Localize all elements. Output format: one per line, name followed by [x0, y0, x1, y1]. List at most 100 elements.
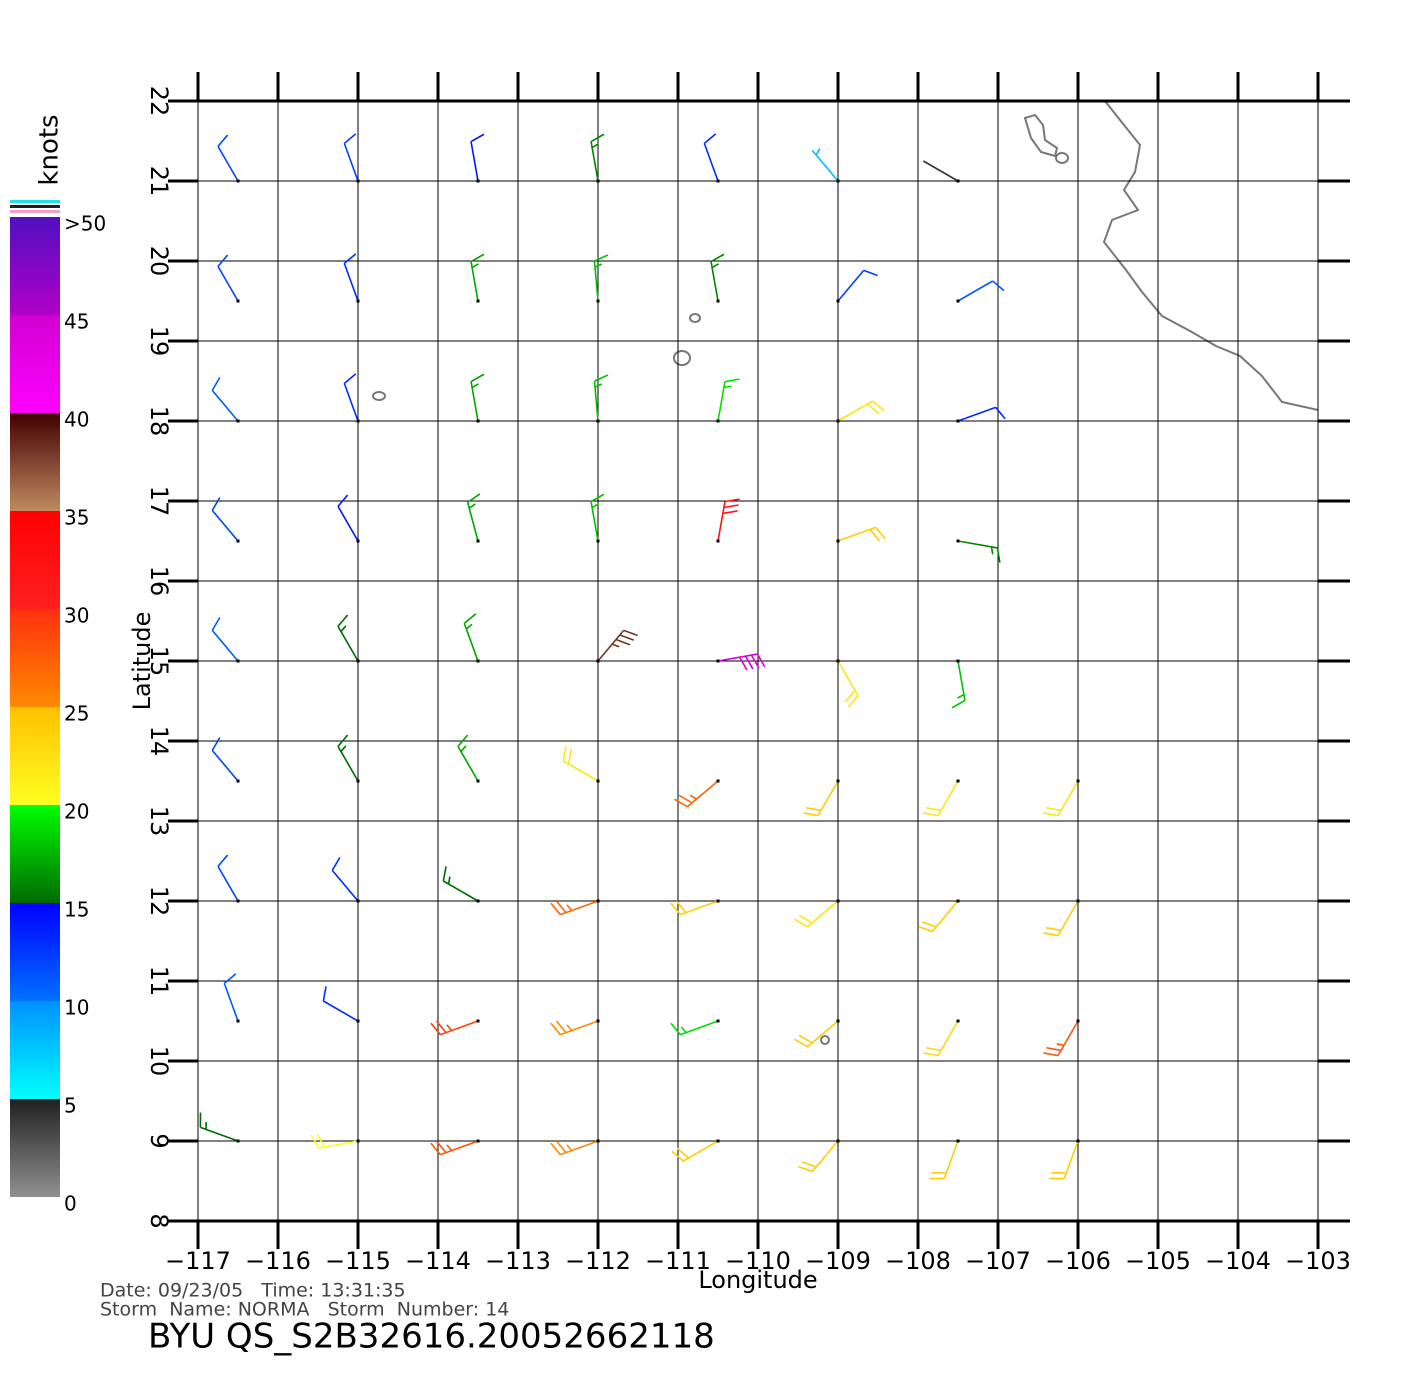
- wind-barb: [550, 1020, 599, 1036]
- wind-barb: [597, 629, 638, 662]
- barb-base: [1076, 1019, 1080, 1023]
- colorbar-tick-label: 25: [64, 702, 89, 726]
- x-tick-label: −117: [165, 1247, 231, 1275]
- wind-barb: [562, 746, 599, 782]
- x-tick-label: −115: [325, 1247, 391, 1275]
- barb-base: [236, 779, 240, 783]
- y-tick-label: 15: [145, 646, 173, 677]
- barb-base: [596, 539, 600, 543]
- barb-base: [476, 539, 480, 543]
- date-time: Date: 09/23/05 Time: 13:31:35: [100, 1280, 406, 1302]
- island: [820, 1035, 830, 1045]
- island: [1023, 113, 1059, 158]
- barb-base: [596, 419, 600, 423]
- wind-barb: [811, 148, 839, 182]
- wind-barb: [957, 280, 1005, 302]
- wind-barb: [223, 973, 239, 1022]
- barb-base: [836, 179, 840, 183]
- y-tick-label: 9: [145, 1133, 173, 1148]
- barb-base: [956, 779, 960, 783]
- barb-base: [356, 659, 360, 663]
- wind-barb: [923, 780, 959, 817]
- barb-base: [836, 299, 840, 303]
- y-tick-label: 11: [145, 966, 173, 997]
- wind-barb: [670, 1020, 719, 1036]
- barb-base: [356, 779, 360, 783]
- colorbar-tick-label: 15: [64, 898, 89, 922]
- barb-base: [716, 1139, 720, 1143]
- wind-barb: [470, 373, 485, 422]
- barb-base: [836, 899, 840, 903]
- wind-barb: [670, 900, 719, 916]
- colorbar-segment: [10, 707, 60, 805]
- barb-base: [596, 779, 600, 783]
- wind-barb: [442, 866, 479, 902]
- barb-base: [716, 659, 720, 663]
- x-axis-label: Longitude: [698, 1266, 817, 1294]
- barb-base: [236, 659, 240, 663]
- barb-base: [476, 779, 480, 783]
- y-axis-label: Latitude: [128, 612, 156, 711]
- wind-barb: [343, 253, 359, 302]
- barb-base: [596, 1139, 600, 1143]
- colorbar-segment: [10, 1001, 60, 1099]
- barb-base: [476, 299, 480, 303]
- barb-base: [236, 1139, 240, 1143]
- barb-base: [476, 419, 480, 423]
- wind-barb: [457, 734, 479, 782]
- wind-barb: [1043, 1020, 1079, 1057]
- colorbar-tick-label: 30: [64, 604, 89, 628]
- wind-barb: [211, 617, 239, 662]
- wind-barb: [430, 1140, 479, 1156]
- wind-barb: [794, 1020, 839, 1048]
- wind-barb: [337, 734, 359, 782]
- barb-base: [956, 659, 960, 663]
- barb-base: [956, 299, 960, 303]
- barb-base: [476, 659, 480, 663]
- barb-base: [836, 539, 840, 543]
- colorbar-segment: [10, 315, 60, 413]
- colorbar-tick-label: 45: [64, 310, 89, 334]
- barb-base: [1076, 899, 1080, 903]
- island: [1055, 152, 1069, 164]
- barb-base: [1076, 1139, 1080, 1143]
- wind-barb: [957, 406, 1006, 422]
- y-tick-label: 12: [145, 886, 173, 917]
- x-tick-label: −109: [805, 1247, 871, 1275]
- barb-base: [1076, 779, 1080, 783]
- x-tick-label: −114: [405, 1247, 471, 1275]
- x-tick-label: −104: [1205, 1247, 1271, 1275]
- barb-base: [476, 1019, 480, 1023]
- barb-base: [356, 539, 360, 543]
- wind-barb: [337, 494, 359, 542]
- colorbar-tick-label: 40: [64, 408, 89, 432]
- wind-barb: [923, 1020, 959, 1057]
- colorbar-tick-label: 5: [64, 1094, 77, 1118]
- wind-barb: [470, 133, 485, 182]
- colorbar-stripe: [10, 210, 60, 213]
- colorbar-segment: [10, 511, 60, 609]
- wind-barb: [717, 653, 766, 671]
- y-tick-label: 19: [145, 326, 173, 357]
- barb-base: [836, 779, 840, 783]
- wind-barb: [322, 986, 359, 1022]
- wind-barb: [929, 1140, 959, 1180]
- y-tick-label: 13: [145, 806, 173, 837]
- wind-barb: [674, 780, 719, 808]
- x-tick-label: −107: [965, 1247, 1031, 1275]
- colorbar-segment: [10, 1099, 60, 1197]
- barb-base: [716, 899, 720, 903]
- coastline: [1102, 100, 1319, 411]
- barb-base: [596, 659, 600, 663]
- wind-barb: [217, 254, 239, 302]
- barb-base: [476, 179, 480, 183]
- wind-barb: [470, 253, 485, 302]
- barb-base: [716, 179, 720, 183]
- wind-barb: [211, 377, 239, 422]
- wind-barb: [430, 1020, 479, 1036]
- barb-base: [716, 539, 720, 543]
- x-tick-label: −112: [565, 1247, 631, 1275]
- wind-barb: [837, 400, 885, 422]
- wind-barb: [1043, 900, 1079, 937]
